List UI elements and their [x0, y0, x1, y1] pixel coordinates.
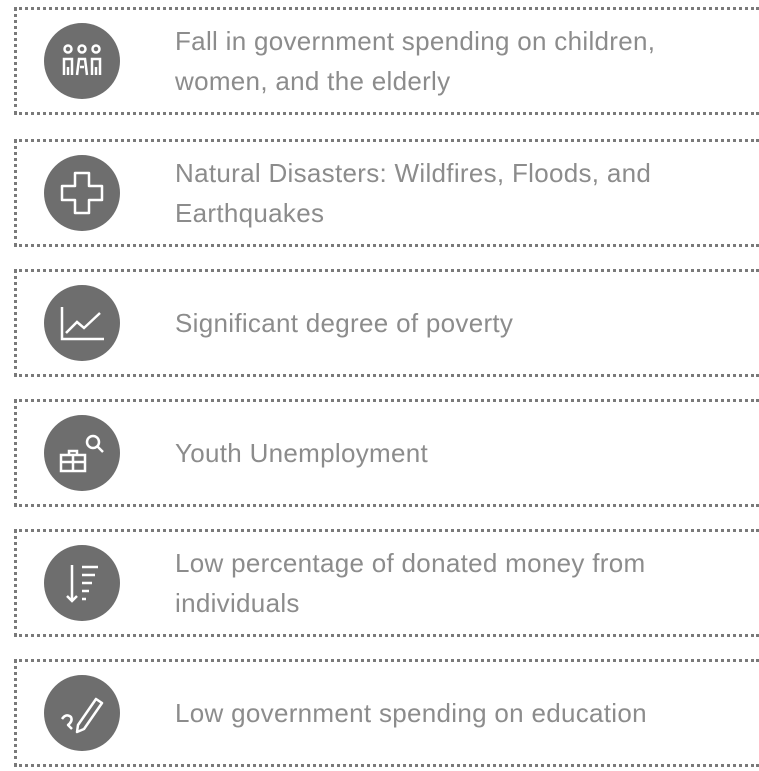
sort-descending-icon — [44, 545, 120, 621]
list-item: Natural Disasters: Wildfires, Floods, an… — [14, 139, 759, 247]
item-text: Fall in government spending on children,… — [175, 26, 656, 96]
item-text: Low percentage of donated money from ind… — [175, 548, 646, 618]
list-item: Fall in government spending on children,… — [14, 7, 759, 115]
job-search-icon — [44, 415, 120, 491]
list-item: Significant degree of poverty — [14, 269, 759, 377]
chart-icon — [44, 285, 120, 361]
list-item: Low percentage of donated money from ind… — [14, 529, 759, 637]
item-text: Significant degree of poverty — [175, 308, 514, 338]
item-text: Youth Unemployment — [175, 438, 429, 468]
pen-icon — [44, 675, 120, 751]
list-item: Youth Unemployment — [14, 399, 759, 507]
medical-cross-icon — [44, 155, 120, 231]
item-text: Natural Disasters: Wildfires, Floods, an… — [175, 158, 652, 228]
people-icon — [44, 23, 120, 99]
list-item: Low government spending on education — [14, 659, 759, 767]
item-text: Low government spending on education — [175, 698, 647, 728]
